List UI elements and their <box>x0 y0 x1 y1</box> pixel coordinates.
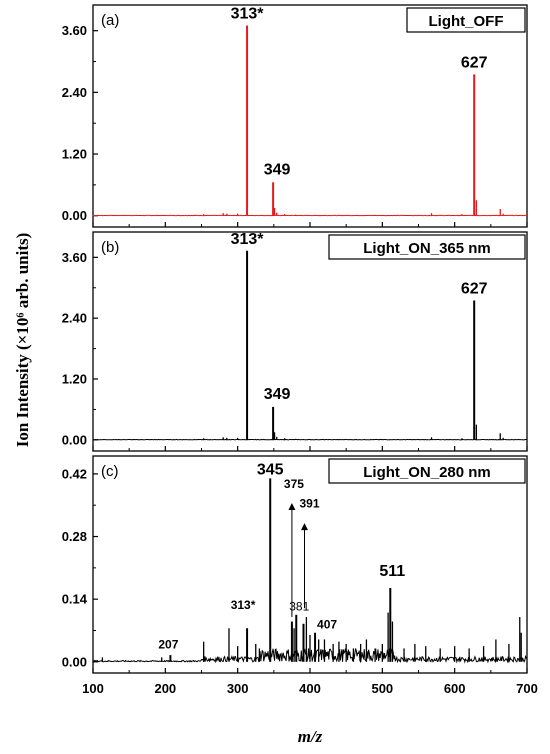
x-tick-label: 400 <box>299 681 321 696</box>
peak-label-313: 313* <box>231 231 265 248</box>
x-tick-label: 300 <box>227 681 249 696</box>
legend-box <box>328 458 526 484</box>
plot-frame <box>92 231 528 452</box>
peak-label-375: 375 <box>284 477 304 491</box>
y-tick-label: 2.40 <box>62 85 87 100</box>
panel-2: 0.00 0.14 0.28 0.42 (c) Light_ON_280 nm 345 511… <box>62 455 528 674</box>
peak-label-345: 345 <box>257 461 284 478</box>
y-tick-label: 0.14 <box>62 592 88 607</box>
x-tick-label: 500 <box>371 681 393 696</box>
legend-text: Light_OFF <box>429 13 504 30</box>
y-tick-label: 0.00 <box>62 208 87 223</box>
arrow-head <box>300 523 308 531</box>
peak-label-391: 391 <box>299 496 319 510</box>
panel-0: 0.00 1.20 2.40 3.60 (a) Light_OFF 313* 349 627 <box>62 4 528 228</box>
y-tick-label: 1.20 <box>62 372 87 387</box>
x-tick-label: 200 <box>154 681 176 696</box>
y-tick-label: 0.28 <box>62 529 87 544</box>
y-tick-label: 3.60 <box>62 250 87 265</box>
y-tick-label: 2.40 <box>62 311 87 326</box>
legend-box <box>406 7 526 33</box>
x-tick-label: 600 <box>444 681 466 696</box>
panel-label: (a) <box>101 12 119 29</box>
panel-1: 0.00 1.20 2.40 3.60 (b) Light_ON_365 nm 313* 34… <box>62 231 528 452</box>
panel-label: (b) <box>101 239 119 256</box>
y-tick-label: 0.00 <box>62 432 87 447</box>
peak-label-313: 313* <box>231 598 256 612</box>
peak-label-627: 627 <box>461 54 488 71</box>
x-tick-label: 100 <box>82 681 104 696</box>
y-tick-label: 3.60 <box>62 23 87 38</box>
peak-label-313: 313* <box>231 6 265 23</box>
x-axis-label: m/z <box>298 727 323 746</box>
peak-label-627: 627 <box>461 280 488 297</box>
y-tick-label: 0.00 <box>62 654 87 669</box>
peak-label-349: 349 <box>264 161 291 178</box>
panel-label: (c) <box>101 463 119 480</box>
plot-frame <box>92 4 528 228</box>
legend-box <box>328 234 526 260</box>
y-axis-label: Ion Intensity (×10⁶ arb. units) <box>13 233 32 448</box>
peak-label-349: 349 <box>264 386 291 403</box>
y-tick-label: 0.42 <box>62 466 87 481</box>
x-tick-label: 700 <box>516 681 538 696</box>
legend-text: Light_ON_365 nm <box>363 240 491 257</box>
peak-label-511: 511 <box>379 563 405 580</box>
peak-label-407: 407 <box>317 617 337 631</box>
arrow-head <box>288 502 296 510</box>
y-tick-label: 1.20 <box>62 147 87 162</box>
legend-text: Light_ON_280 nm <box>363 464 491 481</box>
peak-label-207: 207 <box>158 637 178 651</box>
